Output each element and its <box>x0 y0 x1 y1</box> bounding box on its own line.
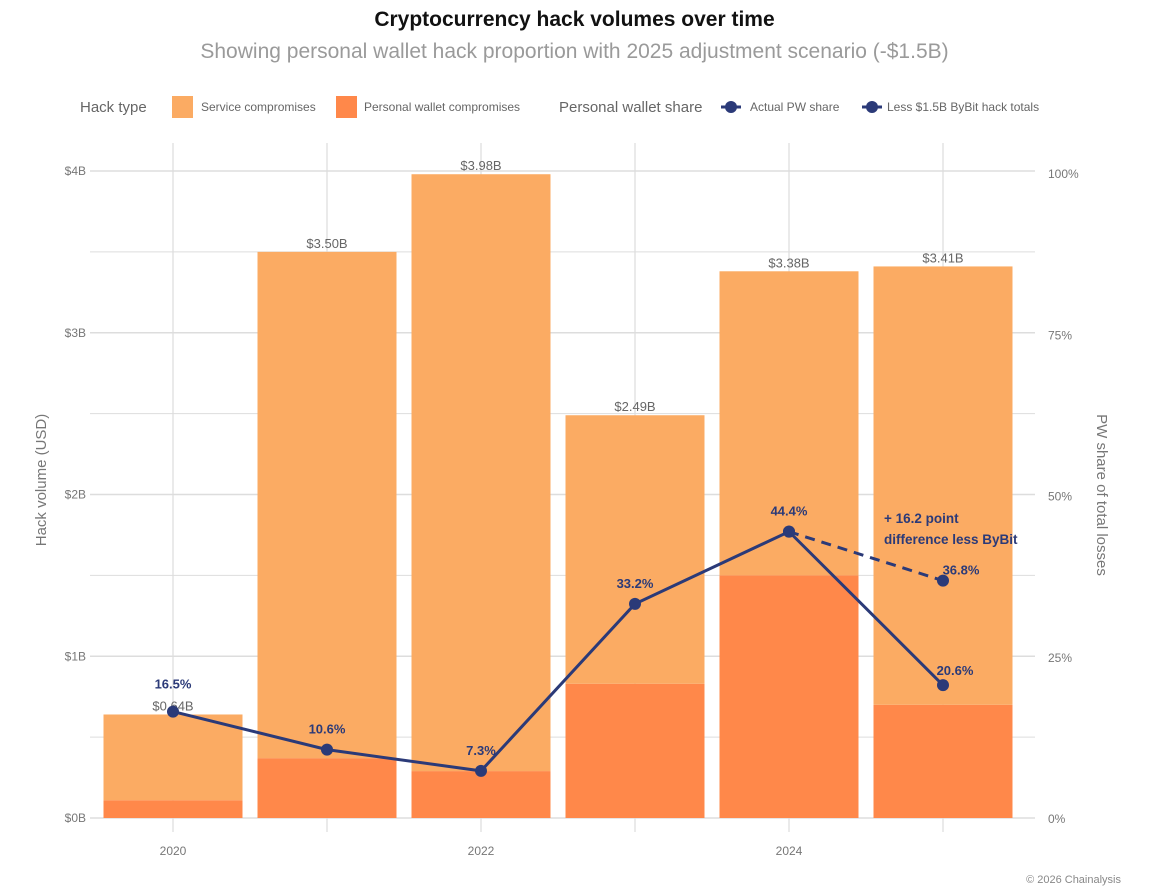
point-label: 16.5% <box>155 676 192 691</box>
bar-service <box>565 415 705 684</box>
legend-title-hack-type: Hack type <box>80 99 147 116</box>
legend-title-pw-share: Personal wallet share <box>559 99 702 116</box>
bar-service <box>103 714 243 801</box>
credit: © 2026 Chainalysis <box>1026 874 1121 886</box>
legend-label-less: Less $1.5B ByBit hack totals <box>887 100 1039 114</box>
bar-total-label: $3.38B <box>768 255 809 270</box>
y2-tick-label: 25% <box>1048 651 1072 665</box>
point-actual-pw-share <box>783 525 795 538</box>
y2-tick-label: 0% <box>1048 812 1066 826</box>
legend-label-personal: Personal wallet compromises <box>364 100 520 114</box>
y2-tick-label: 100% <box>1048 167 1079 181</box>
bar-total-label: $2.49B <box>614 399 655 414</box>
legend-swatch-personal <box>336 96 357 118</box>
bar-total-label: $3.98B <box>460 158 501 173</box>
point-label: 10.6% <box>309 722 346 737</box>
y-tick-label: $0B <box>65 811 86 825</box>
legend-label-actual: Actual PW share <box>750 100 840 114</box>
legend-marker-less <box>866 101 878 113</box>
y-axis-title: Hack volume (USD) <box>33 414 50 547</box>
chart-title: Cryptocurrency hack volumes over time <box>374 8 775 31</box>
bar-service <box>411 174 551 772</box>
y2-tick-label: 75% <box>1048 328 1072 342</box>
y-tick-label: $4B <box>65 164 86 178</box>
y-tick-label: $1B <box>65 649 86 663</box>
bar-personal-wallet <box>873 704 1013 818</box>
y2-tick-label: 50% <box>1048 490 1072 504</box>
line-actual-pw-share <box>172 529 945 773</box>
y-tick-label: $3B <box>65 326 86 340</box>
chart-subtitle: Showing personal wallet hack proportion … <box>200 40 949 63</box>
point-label: 36.8% <box>943 563 980 578</box>
annotation: + 16.2 point <box>884 511 959 526</box>
point-actual-pw-share <box>937 679 949 692</box>
legend-swatch-service <box>172 96 193 118</box>
bar-total-label: $3.41B <box>922 250 963 265</box>
x-tick-label: 2020 <box>160 844 187 858</box>
point-less-bybit <box>937 574 949 587</box>
annotation: difference less ByBit <box>884 532 1018 547</box>
point-actual-pw-share <box>167 705 179 718</box>
point-label: 20.6% <box>937 663 974 678</box>
x-tick-label: 2024 <box>776 844 803 858</box>
point-actual-pw-share <box>629 597 641 610</box>
point-label: 7.3% <box>466 743 496 758</box>
x-tick-label: 2022 <box>468 844 495 858</box>
bar-personal-wallet <box>719 575 859 818</box>
bar-service <box>873 266 1013 705</box>
bar-service <box>719 271 859 576</box>
bar-total-label: $3.50B <box>306 236 347 251</box>
point-actual-pw-share <box>475 764 487 777</box>
point-actual-pw-share <box>321 743 333 756</box>
bar-personal-wallet <box>411 771 551 818</box>
y-tick-label: $2B <box>65 488 86 502</box>
line-less-bybit <box>788 530 944 583</box>
legend-label-service: Service compromises <box>201 100 316 114</box>
bar-personal-wallet <box>103 800 243 818</box>
bar-personal-wallet <box>565 683 705 818</box>
y2-axis-title: PW share of total losses <box>1093 414 1110 576</box>
point-label: 33.2% <box>617 576 654 591</box>
point-label: 44.4% <box>771 504 808 519</box>
bar-personal-wallet <box>257 758 397 818</box>
bar-service <box>257 251 397 759</box>
legend-marker-actual <box>725 101 737 113</box>
